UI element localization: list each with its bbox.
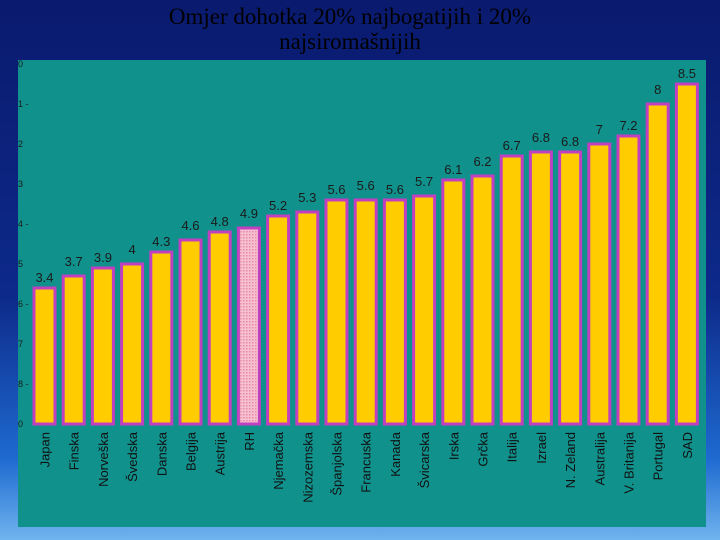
category-label: Austrija [213,431,228,475]
y-tick-label: 2 [18,139,23,149]
value-label: 7 [596,122,603,137]
bar-nizozemska [295,210,320,426]
bar-danska [149,250,174,426]
value-label: 8.5 [678,66,696,81]
category-label: Izrael [534,432,549,464]
category-label: Portugal [651,432,666,481]
y-tick-label: 4 - [18,219,29,229]
value-label: 6.1 [444,162,462,177]
y-tick-label: 3 [18,179,23,189]
value-label: 6.7 [503,138,521,153]
category-label: V. Britanija [622,431,637,493]
category-label: Njemačka [271,431,286,490]
y-tick-label: 5 [18,259,23,269]
y-tick-label: 8 - [18,379,29,389]
bar-njema-ka [266,214,291,426]
value-label: 4.9 [240,206,258,221]
value-label: 4.8 [211,214,229,229]
y-tick-label: 0 [18,60,23,69]
bar-vedska [120,262,145,426]
bar-n-zeland [558,150,583,426]
category-label: SAD [680,432,695,459]
category-label: Japan [38,432,53,467]
category-label: RH [242,432,257,451]
value-label: 4 [128,242,135,257]
value-label: 3.7 [65,254,83,269]
y-tick-label: 0 [18,419,23,429]
value-label: 7.2 [619,118,637,133]
category-label: Nizozemska [300,431,315,503]
chart-title-line-2: najsiromašnijih [279,29,421,54]
value-label: 6.8 [532,130,550,145]
chart-title-line-1: Omjer dohotka 20% najbogatijih i 20% [168,4,532,29]
category-label: Francuska [359,431,374,492]
bar-irska [441,178,466,426]
value-label: 4.3 [152,234,170,249]
value-label: 3.4 [35,270,53,285]
bar-belgija [178,238,203,426]
chart-panel: 0 1 - 2 3 4 - 5 6 - 7 8 - 0 3.4 3.7 3.9 4 4.3 4.6 4.8 4.… [18,60,706,527]
category-label: Švicarska [417,431,432,488]
category-label: Irska [446,431,461,460]
bar-izrael [528,150,553,426]
value-label: 5.6 [386,182,404,197]
chart-title: Omjer dohotka 20% najbogatijih i 20% naj… [0,4,700,54]
bar-norve-ka [90,266,115,426]
category-label: Belgija [184,431,199,471]
bar-portugal [645,102,670,426]
bar-panjolska [324,198,349,426]
y-tick-label: 1 - [18,99,29,109]
bar-gr-ka [470,174,495,426]
y-tick-label: 6 - [18,299,29,309]
category-label: Norveška [96,431,111,487]
value-label: 4.6 [181,218,199,233]
bar-francuska [353,198,378,426]
value-label: 6.2 [473,154,491,169]
category-label: Španjolska [330,431,345,495]
category-label: Grčka [476,431,491,466]
bar-v-britanija [616,134,641,426]
bar-sad [674,82,699,426]
value-label: 5.7 [415,174,433,189]
bar-italija [499,154,524,426]
bar-kanada [382,198,407,426]
y-tick-label: 7 [18,339,23,349]
bar-australija [587,142,612,426]
value-label: 8 [654,82,661,97]
value-label: 5.2 [269,198,287,213]
value-label: 6.8 [561,134,579,149]
category-label: Švedska [125,431,140,482]
value-label: 5.6 [357,178,375,193]
bar-rh [236,226,261,426]
category-label: Kanada [388,431,403,477]
category-label: Australija [592,431,607,485]
value-label: 3.9 [94,250,112,265]
value-label: 5.6 [327,182,345,197]
category-label: Italija [505,431,520,462]
bar-japan [32,286,57,426]
value-label: 5.3 [298,190,316,205]
bar-austrija [207,230,232,426]
bar-chart: 0 1 - 2 3 4 - 5 6 - 7 8 - 0 3.4 3.7 3.9 4 4.3 4.6 4.8 4.… [18,60,699,503]
category-label: Danska [154,431,169,476]
category-label: Finska [67,431,82,470]
bar-finska [61,274,86,426]
category-label: N. Zeland [563,432,578,488]
bar-vicarska [412,194,437,426]
